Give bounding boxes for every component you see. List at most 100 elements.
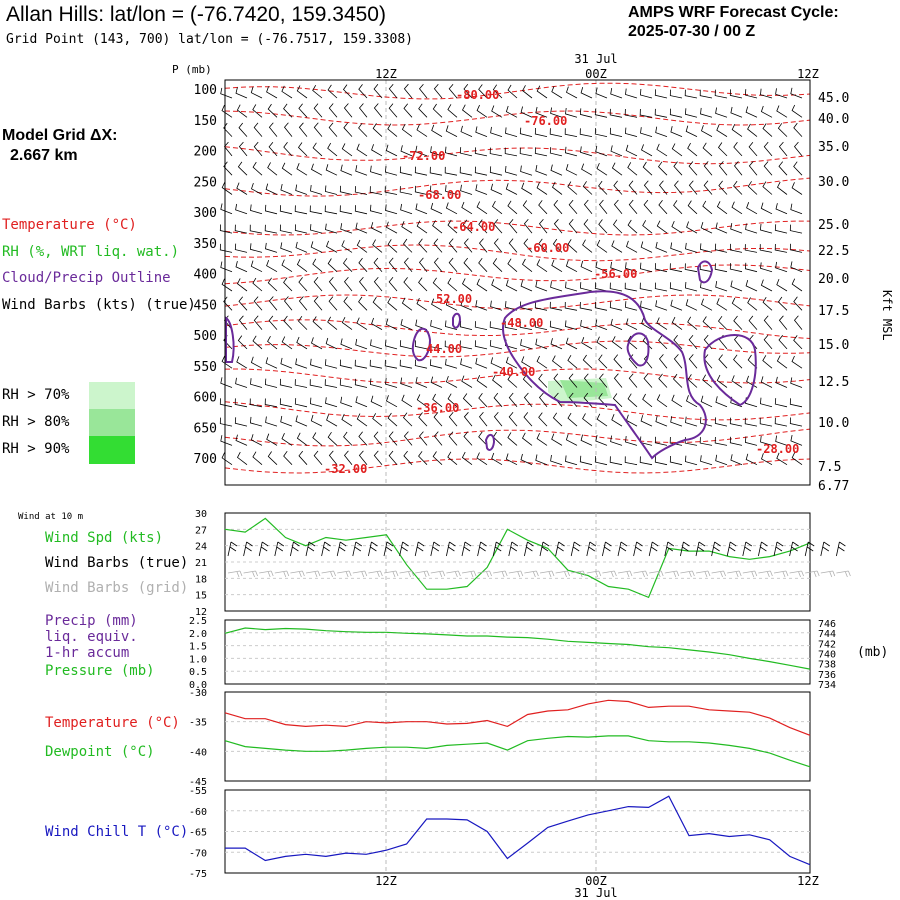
wind-barb [313,296,323,311]
wind-barb [223,141,233,157]
wind-barb [281,433,293,446]
wind-barb [640,415,653,427]
wind-barb [535,165,548,176]
wind-barb [237,335,248,350]
wind-barb [253,122,263,137]
wind-barb-grid [571,570,586,578]
wind-barb [414,166,428,176]
wind-barb [639,108,653,118]
wind-barb [219,243,233,253]
wind-barb [684,263,698,273]
wind-barb [774,224,788,234]
wind-barb [700,395,713,408]
wind-barb [402,238,413,253]
wind-barb [639,262,653,273]
wind-barb [627,393,638,408]
wind-barb [762,296,773,311]
wind-barb [328,450,338,465]
wind-barb [475,126,488,137]
wind-barb [220,261,233,273]
wind-barb [565,337,578,350]
wind-barb [416,124,428,137]
wind-barb [702,200,713,215]
isotherm-label-13: -28.00 [756,442,799,456]
wind-barb [745,279,758,292]
wind-panel-ytick-0: 30 [195,509,207,520]
wind-barb [490,126,503,137]
wind-barb [253,296,263,311]
wind-barb [267,277,278,292]
wind-barb-grid [602,570,617,578]
wind-barb [613,199,623,215]
wind-barb [369,378,383,388]
wind-barb [249,398,263,408]
wind-barb-true [446,541,456,557]
wind-barb [628,180,638,195]
pressure-unit-label: (mb) [857,645,888,660]
temp-panel-ytick-1: -35 [189,718,207,729]
wind-panel-ytick-5: 15 [195,591,207,602]
wind-barb [566,86,578,99]
isotherm-line-12 [224,428,811,447]
wind-barb [433,83,443,99]
isotherm-label-10: -40.00 [492,365,535,379]
legend-cloud: Cloud/Precip Outline [2,270,171,286]
wind-barb [235,377,248,388]
wind-barb [595,145,608,157]
wind-barb [519,147,533,157]
wind-barb [460,358,473,369]
precip-panel-ytick-right-1: 744 [818,629,836,640]
wind-barb [552,238,563,253]
chill-panel-ytick-1: -60 [189,807,207,818]
isotherm-label-8: -48.00 [500,316,543,330]
wind-barb [551,433,563,446]
isotherm-label-9: 44.00 [426,342,462,356]
wind-barb [462,393,473,408]
wind-barb [793,161,803,176]
wind-barb [221,104,233,118]
wind-barb [298,122,308,137]
bottom-time-label-2: 00Z [585,874,607,888]
rh90-swatch [89,436,135,464]
wind-barb-grid [508,570,524,578]
wind-barb [687,200,698,215]
wind-barb [551,181,563,195]
wind-barb [564,128,578,137]
wind-barb [760,88,773,99]
wind-barb [474,147,488,157]
wind-barb [461,451,473,466]
wind-barb-true [711,541,721,557]
temp-panel-frame [224,691,811,782]
wind-barb [655,126,668,137]
wind-barb [264,398,278,408]
wind-barb [583,219,593,234]
wind-barb [748,141,758,157]
isotherm-label-3: -68.00 [418,188,461,202]
kft-tick-11: 7.5 [818,460,841,475]
wind-barb [673,354,683,369]
wind-barb [716,374,728,388]
wind-barb [252,277,263,292]
wind-barb [388,83,398,99]
wind-barbs-true-label: Wind Barbs (true) [45,555,188,571]
model-grid-value: 2.667 km [10,147,78,164]
wind-barb [703,180,713,195]
wind-barb [415,145,428,157]
wind-barb [388,450,398,465]
wind-barb [522,85,533,99]
wind-barb [703,161,713,176]
wind-barb [444,340,458,350]
wind-barb [700,281,713,292]
wind-barb [223,122,233,137]
wind-barb-grid [680,570,695,578]
wind-barb [763,334,773,350]
wind-barb [279,398,293,408]
wind-barb [522,200,533,215]
cloud-outline-small-2 [696,260,714,284]
wind-barb [403,431,413,446]
wind-barb [283,315,293,330]
wind-barb [598,180,608,195]
wind-barb [628,373,638,388]
pressure-axis-label: P (mb) [172,63,212,76]
wind-panel-ytick-1: 27 [195,525,207,536]
